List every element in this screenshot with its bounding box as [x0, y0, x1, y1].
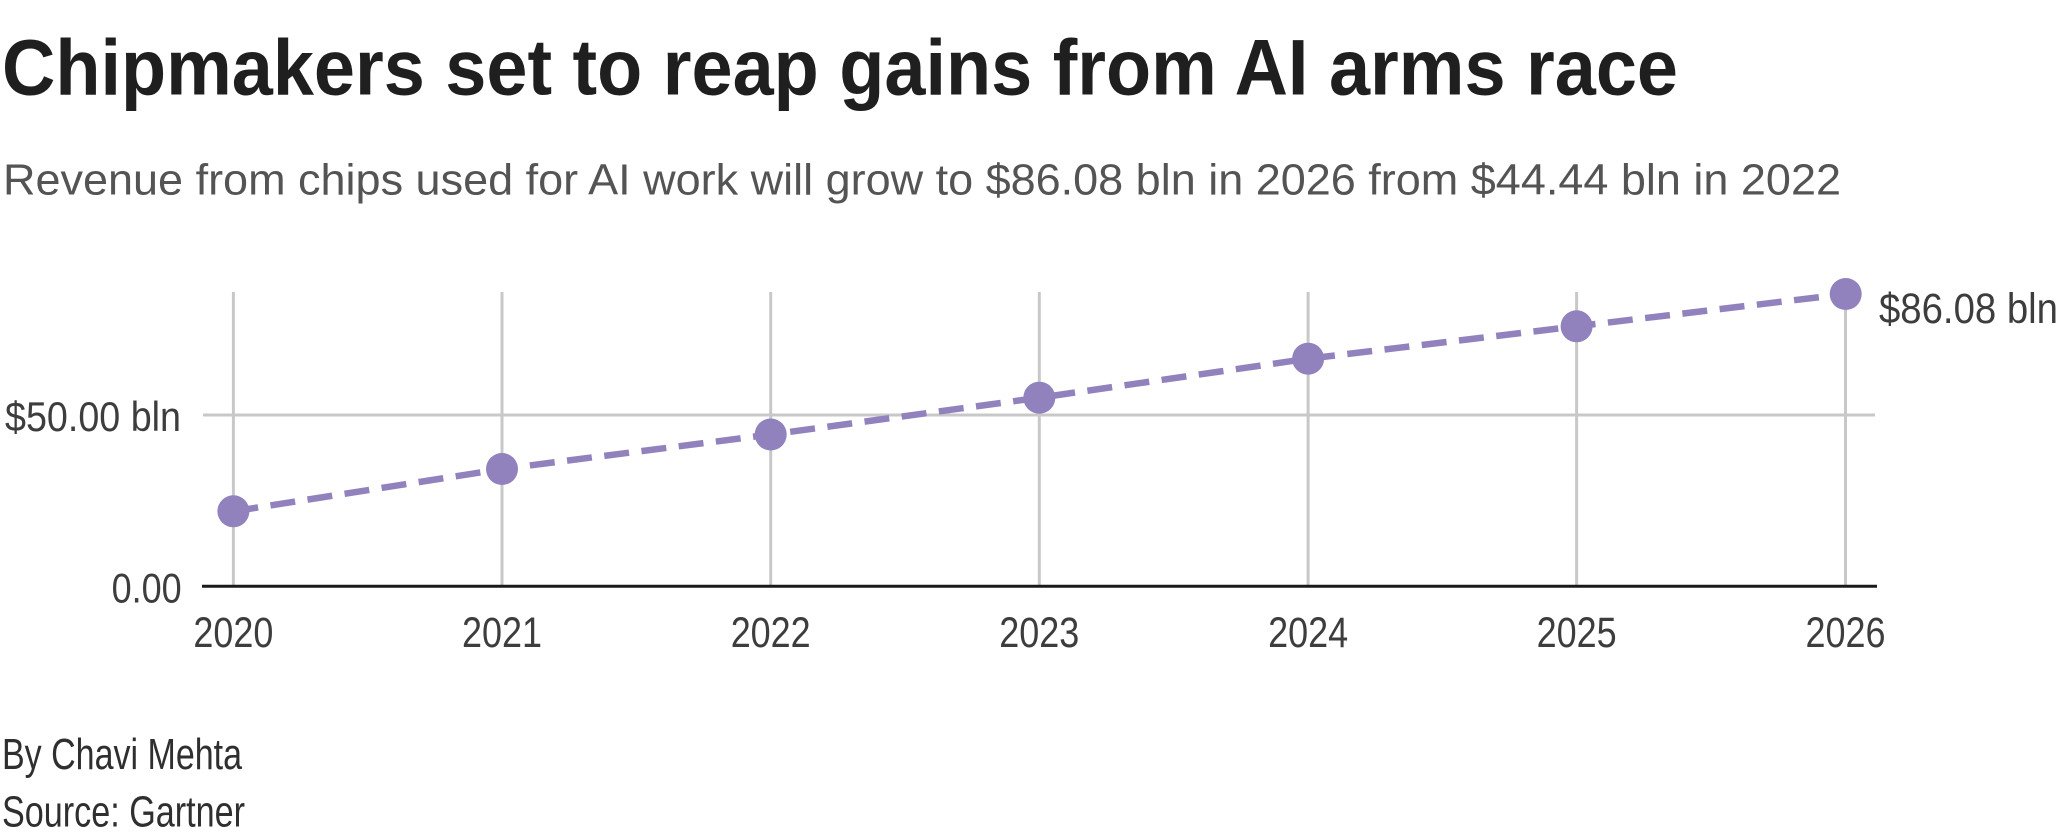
svg-text:2023: 2023 — [999, 609, 1079, 657]
svg-text:Chipmakers set to reap gains f: Chipmakers set to reap gains from AI arm… — [2, 24, 1678, 112]
svg-text:2021: 2021 — [462, 609, 542, 657]
svg-text:2024: 2024 — [1268, 609, 1348, 657]
svg-text:2022: 2022 — [731, 609, 811, 657]
svg-text:$86.08 bln: $86.08 bln — [1879, 285, 2058, 333]
svg-text:$50.00 bln: $50.00 bln — [5, 393, 181, 440]
svg-text:0.00: 0.00 — [112, 565, 182, 612]
svg-text:2025: 2025 — [1537, 609, 1617, 657]
svg-text:2026: 2026 — [1806, 609, 1886, 657]
svg-text:Revenue from chips used for AI: Revenue from chips used for AI work will… — [3, 156, 1841, 205]
svg-text:2020: 2020 — [193, 609, 273, 657]
svg-text:Source: Gartner: Source: Gartner — [2, 789, 245, 834]
svg-text:By Chavi Mehta: By Chavi Mehta — [2, 731, 243, 779]
